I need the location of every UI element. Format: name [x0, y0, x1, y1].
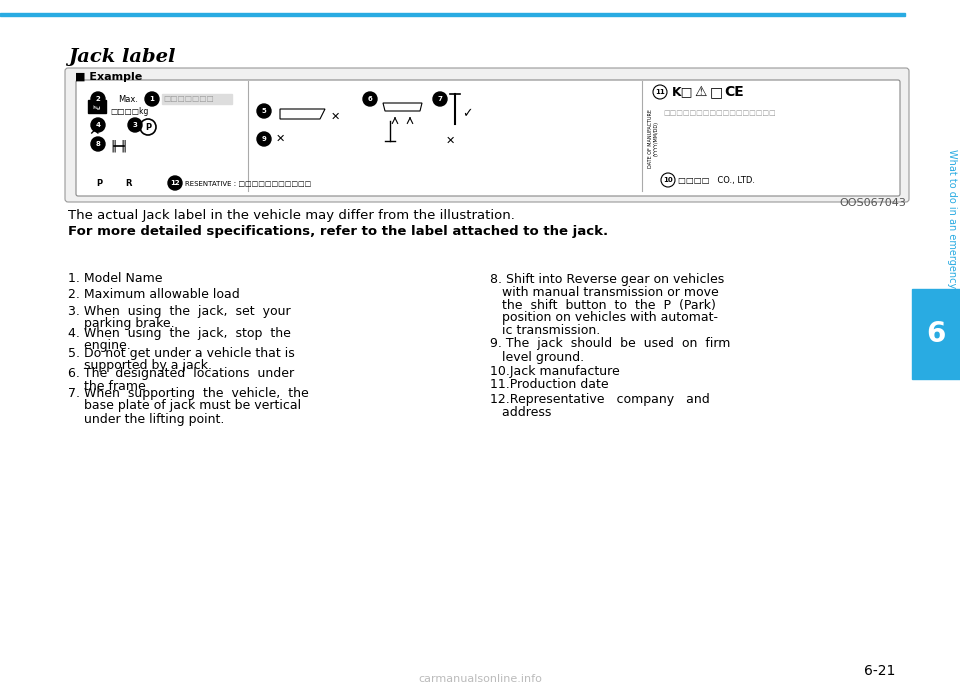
Text: 8. Shift into Reverse gear on vehicles: 8. Shift into Reverse gear on vehicles: [490, 273, 724, 285]
Bar: [662, 126, 882, 146]
Text: 10.Jack manufacture: 10.Jack manufacture: [490, 364, 620, 378]
Text: 9. The  jack  should  be  used  on  firm: 9. The jack should be used on firm: [490, 338, 731, 351]
Circle shape: [145, 92, 159, 106]
Text: engine.: engine.: [68, 340, 131, 353]
Text: 5. Do not get under a vehicle that is: 5. Do not get under a vehicle that is: [68, 347, 295, 360]
Bar: [662, 102, 882, 124]
Text: kg: kg: [93, 104, 101, 110]
Circle shape: [257, 104, 271, 118]
Circle shape: [363, 92, 377, 106]
Text: 4. When  using  the  jack,  stop  the: 4. When using the jack, stop the: [68, 327, 291, 340]
Text: DATE OF MANUFACTURE
(YYYY/MM/DD): DATE OF MANUFACTURE (YYYY/MM/DD): [648, 110, 659, 169]
Text: □□□□□□□: □□□□□□□: [163, 94, 214, 103]
Text: ✕: ✕: [330, 112, 340, 122]
Text: under the lifting point.: under the lifting point.: [68, 413, 225, 426]
Text: 3: 3: [132, 122, 137, 128]
Text: ✕: ✕: [445, 136, 455, 146]
Text: address: address: [490, 406, 551, 418]
Text: OOS067043: OOS067043: [839, 198, 906, 208]
Circle shape: [653, 85, 667, 99]
Text: 11: 11: [655, 89, 665, 95]
Text: 4: 4: [95, 122, 101, 128]
Bar: [662, 148, 882, 168]
Text: 2. Maximum allowable load: 2. Maximum allowable load: [68, 289, 240, 302]
Bar: [88, 100, 106, 113]
Text: ⚠: ⚠: [694, 85, 707, 99]
Text: 6-21: 6-21: [864, 664, 896, 678]
Bar: [0, 13, 905, 16]
Text: the frame: the frame: [68, 380, 146, 393]
Circle shape: [661, 173, 675, 187]
Circle shape: [91, 92, 105, 106]
Text: 8: 8: [96, 141, 101, 147]
Text: Jack label: Jack label: [68, 48, 176, 66]
FancyBboxPatch shape: [65, 68, 909, 202]
Text: 7. When  supporting  the  vehicle,  the: 7. When supporting the vehicle, the: [68, 387, 309, 400]
Text: 9: 9: [261, 136, 267, 142]
Text: level ground.: level ground.: [490, 351, 584, 364]
Text: 6. The  designated  locations  under: 6. The designated locations under: [68, 367, 294, 380]
Text: 6: 6: [926, 320, 946, 348]
Text: □: □: [710, 85, 723, 99]
Text: ‖: ‖: [110, 139, 116, 152]
Text: ✕: ✕: [276, 134, 285, 144]
Text: 10: 10: [663, 177, 673, 183]
Text: supported by a jack.: supported by a jack.: [68, 360, 212, 373]
Bar: [120, 177, 138, 190]
Text: CE: CE: [724, 85, 744, 99]
Text: □□□□kg: □□□□kg: [110, 107, 149, 116]
Text: ‖: ‖: [120, 139, 127, 152]
Text: ■ Example: ■ Example: [75, 72, 142, 82]
Text: parking brake.: parking brake.: [68, 318, 175, 331]
Text: What to do in an emergency: What to do in an emergency: [947, 150, 957, 289]
Text: The actual Jack label in the vehicle may differ from the illustration.: The actual Jack label in the vehicle may…: [68, 209, 515, 221]
Text: 3. When  using  the  jack,  set  your: 3. When using the jack, set your: [68, 305, 291, 318]
Text: ✕: ✕: [88, 124, 100, 138]
Text: RESENTATIVE : □□□□□□□□□□□: RESENTATIVE : □□□□□□□□□□□: [185, 180, 311, 186]
Text: base plate of jack must be vertical: base plate of jack must be vertical: [68, 400, 301, 413]
Text: ✓: ✓: [462, 107, 472, 121]
Text: P: P: [145, 123, 151, 132]
Text: 5: 5: [262, 108, 266, 114]
Text: R: R: [126, 178, 132, 187]
Text: K□: K□: [672, 85, 693, 99]
Circle shape: [128, 118, 142, 132]
FancyBboxPatch shape: [76, 80, 900, 196]
Text: with manual transmission or move: with manual transmission or move: [490, 285, 719, 298]
Circle shape: [168, 176, 182, 190]
Text: 1: 1: [150, 96, 155, 102]
Text: 12.Representative   company   and: 12.Representative company and: [490, 393, 709, 406]
Text: For more detailed specifications, refer to the label attached to the jack.: For more detailed specifications, refer …: [68, 225, 608, 238]
Text: □□□□   CO., LTD.: □□□□ CO., LTD.: [678, 176, 755, 185]
Text: 11.Production date: 11.Production date: [490, 378, 609, 391]
Circle shape: [433, 92, 447, 106]
Text: 6: 6: [368, 96, 372, 102]
Text: 2: 2: [96, 96, 101, 102]
Text: Max.: Max.: [118, 94, 138, 103]
Text: the  shift  button  to  the  P  (Park): the shift button to the P (Park): [490, 298, 716, 311]
Bar: [90, 177, 108, 190]
Text: 7: 7: [438, 96, 443, 102]
Text: carmanualsonline.info: carmanualsonline.info: [418, 674, 542, 684]
Text: 1. Model Name: 1. Model Name: [68, 273, 162, 285]
Text: 12: 12: [170, 180, 180, 186]
Text: P: P: [96, 178, 102, 187]
Text: position on vehicles with automat-: position on vehicles with automat-: [490, 311, 718, 325]
Circle shape: [257, 132, 271, 146]
Circle shape: [91, 137, 105, 151]
Bar: [162, 94, 232, 104]
Bar: [912, 289, 960, 379]
Text: □□□□□□□□□□□□□□□□□: □□□□□□□□□□□□□□□□□: [663, 110, 776, 116]
Circle shape: [91, 118, 105, 132]
Text: ic transmission.: ic transmission.: [490, 325, 600, 338]
